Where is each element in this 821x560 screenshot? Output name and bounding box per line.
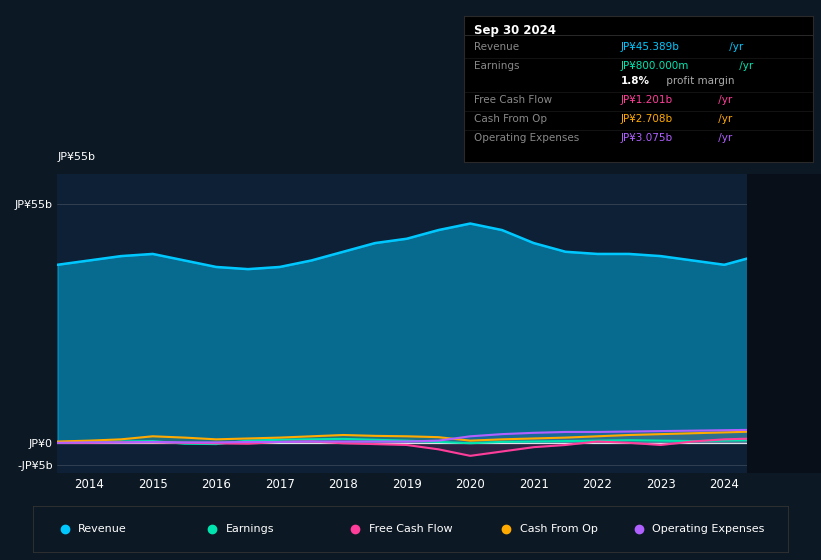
- Text: /yr: /yr: [715, 133, 732, 143]
- Text: Revenue: Revenue: [78, 524, 127, 534]
- Text: Free Cash Flow: Free Cash Flow: [369, 524, 452, 534]
- Text: JP¥800.000m: JP¥800.000m: [621, 61, 690, 71]
- Text: JP¥55b: JP¥55b: [57, 152, 95, 162]
- Text: Free Cash Flow: Free Cash Flow: [475, 95, 553, 105]
- Text: Sep 30 2024: Sep 30 2024: [475, 25, 557, 38]
- Text: Earnings: Earnings: [226, 524, 274, 534]
- Text: Revenue: Revenue: [475, 42, 520, 52]
- Text: profit margin: profit margin: [663, 76, 734, 86]
- Text: JP¥3.075b: JP¥3.075b: [621, 133, 673, 143]
- Text: /yr: /yr: [715, 95, 732, 105]
- Text: 1.8%: 1.8%: [621, 76, 650, 86]
- Text: /yr: /yr: [715, 114, 732, 124]
- Text: /yr: /yr: [726, 42, 743, 52]
- Text: Operating Expenses: Operating Expenses: [475, 133, 580, 143]
- Text: JP¥1.201b: JP¥1.201b: [621, 95, 673, 105]
- Text: JP¥45.389b: JP¥45.389b: [621, 42, 680, 52]
- Text: JP¥2.708b: JP¥2.708b: [621, 114, 673, 124]
- Text: Cash From Op: Cash From Op: [520, 524, 598, 534]
- Text: Operating Expenses: Operating Expenses: [652, 524, 764, 534]
- Text: Earnings: Earnings: [475, 61, 520, 71]
- Text: /yr: /yr: [736, 61, 754, 71]
- Text: Cash From Op: Cash From Op: [475, 114, 548, 124]
